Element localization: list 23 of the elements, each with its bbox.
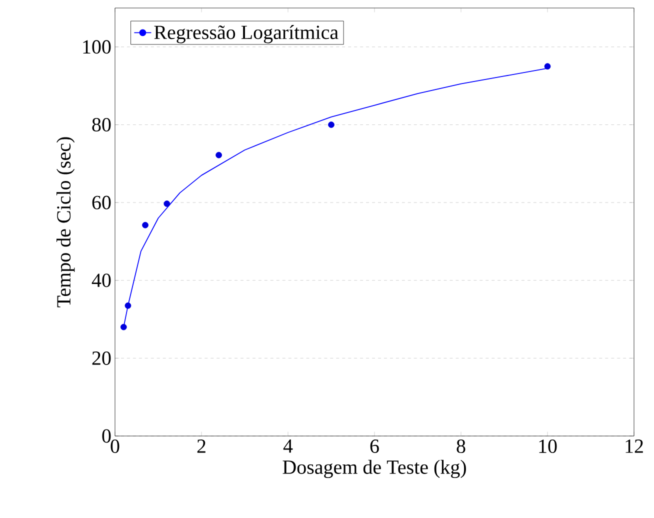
point <box>120 324 127 330</box>
point <box>328 122 334 128</box>
x-tick-label: 2 <box>197 440 206 453</box>
point <box>216 152 222 158</box>
y-axis-title: Tempo de Ciclo (sec) <box>56 137 75 308</box>
y-tick-label: 100 <box>83 40 111 54</box>
point <box>544 63 551 70</box>
y-tick-label: 0 <box>102 429 111 443</box>
y-tick-label: 20 <box>92 351 111 365</box>
x-tick-label: 8 <box>456 440 466 454</box>
y-tick-label: 40 <box>92 274 111 288</box>
point <box>142 222 148 228</box>
x-axis-title: Dosagem de Teste (kg) <box>282 460 466 478</box>
x-tick-label: 0 <box>110 440 120 454</box>
y-tick-label: 60 <box>92 196 111 210</box>
x-tick-label: 12 <box>626 440 643 453</box>
x-tick-label: 10 <box>539 440 557 454</box>
x-tick-label: 6 <box>370 440 379 453</box>
y-tick-label: 80 <box>92 118 111 132</box>
x-tick-label: 4 <box>283 440 293 453</box>
legend-label: Regressão Logarítmica <box>154 25 338 44</box>
point <box>164 200 170 207</box>
point <box>124 302 132 309</box>
